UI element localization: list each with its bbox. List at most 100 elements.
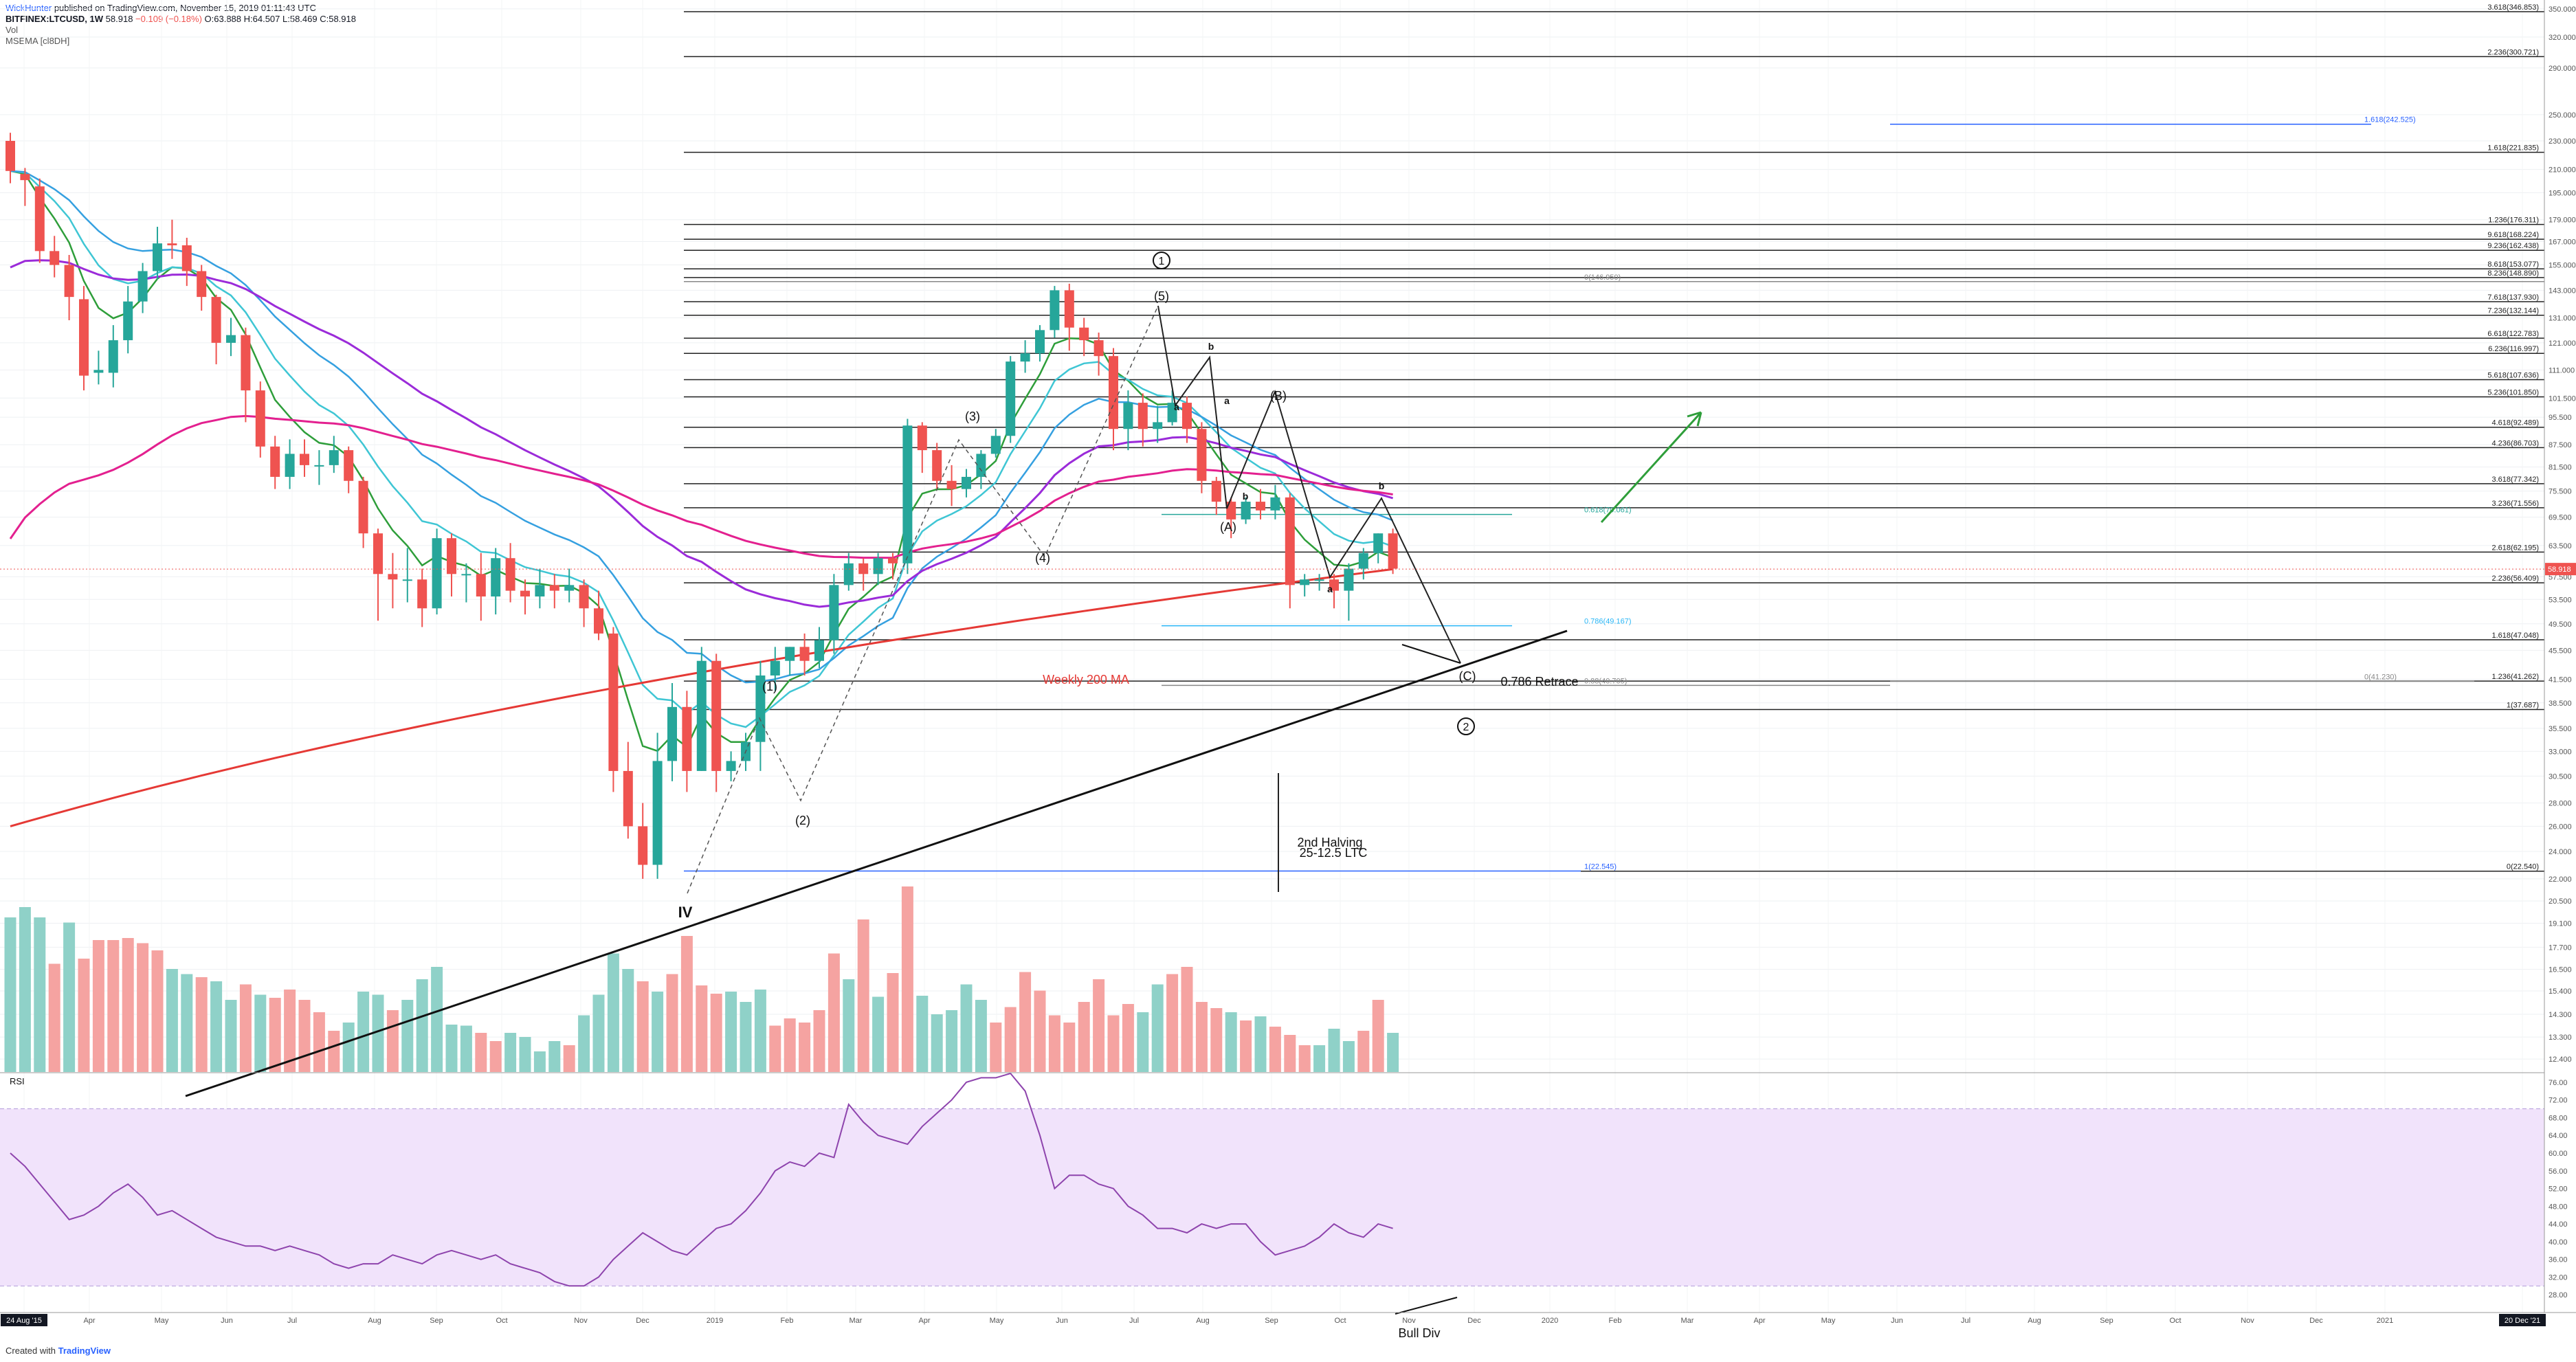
x-label-35: 20 Dec '21 [2505, 1317, 2540, 1325]
volume-bar-35 [519, 1037, 531, 1072]
volume-bar-70 [1034, 990, 1046, 1072]
fib-label-12: 6.618(122.783) [2487, 330, 2539, 338]
volume-bar-25 [372, 994, 384, 1072]
x-label-21: Dec [1467, 1317, 1481, 1325]
candle-body-71 [1050, 290, 1060, 331]
candle-body-59 [873, 558, 883, 574]
candle-body-15 [226, 335, 236, 343]
candle-body-76 [1123, 403, 1133, 429]
volume-bar-69 [1019, 972, 1032, 1072]
annotation-9: b [1243, 491, 1249, 502]
volume-bar-44 [652, 992, 664, 1072]
candle-body-1 [20, 174, 30, 181]
created-with: Created with [5, 1346, 56, 1356]
volume-bar-38 [563, 1045, 575, 1072]
fib-label-26: 0.88(40.705) [1584, 677, 1627, 685]
volume-bar-65 [960, 984, 973, 1072]
volume-bar-57 [843, 979, 855, 1072]
x-label-28: Jul [1961, 1317, 1970, 1325]
volume-bar-21 [313, 1012, 325, 1072]
wave-dashed-path [687, 305, 1159, 894]
y-tick-0: 350.000 [2549, 5, 2576, 14]
candle-body-70 [1035, 330, 1045, 354]
annotation-1: (1) [762, 680, 777, 693]
candle-body-41 [608, 633, 619, 771]
candle-body-91 [1344, 568, 1354, 591]
candle-body-10 [153, 243, 162, 271]
volume-bar-23 [342, 1023, 355, 1072]
x-label-24: Mar [1681, 1317, 1694, 1325]
candle-body-53 [785, 647, 795, 661]
author-link[interactable]: WickHunter [5, 3, 52, 13]
candle-body-62 [917, 425, 927, 451]
x-label-16: Jul [1129, 1317, 1139, 1325]
volume-bar-54 [799, 1023, 811, 1072]
x-label-box-0 [1, 1314, 47, 1326]
volume-bar-92 [1357, 1031, 1370, 1072]
y-tick-27: 35.500 [2549, 725, 2572, 733]
annotation-8: a [1224, 395, 1230, 406]
candle-body-3 [49, 251, 60, 265]
y-tick-22: 53.500 [2549, 596, 2572, 604]
fib-label-5: 9.618(168.224) [2487, 231, 2539, 239]
y-tick-37: 16.500 [2549, 965, 2572, 974]
rsi-tick-5: 56.00 [2549, 1168, 2568, 1176]
candle-body-33 [491, 558, 501, 597]
ma-legend: MSEMA [cl8DH] [5, 36, 70, 46]
annotation-4: (4) [1035, 551, 1050, 565]
volume-bar-48 [710, 994, 722, 1072]
volume-bar-4 [63, 922, 76, 1072]
rsi-tick-11: 32.00 [2549, 1273, 2568, 1282]
volume-bar-59 [872, 996, 885, 1072]
volume-bar-73 [1078, 1002, 1090, 1072]
x-label-box-35 [2499, 1314, 2546, 1326]
fib-label-2: 1.618(242.525) [2364, 116, 2416, 124]
publish-info: published on TradingView.com, November 1… [54, 3, 316, 13]
candle-body-28 [417, 579, 428, 609]
candle-body-12 [181, 245, 192, 271]
axes: 350.000 320.000 290.000 250.000 230.000 210.0… [0, 0, 2576, 1326]
fib-label-15: 5.236(101.850) [2487, 388, 2539, 397]
candle-body-77 [1137, 403, 1148, 429]
fib-label-14: 5.618(107.636) [2487, 372, 2539, 380]
candle-body-23 [344, 450, 354, 481]
candle-body-8 [123, 301, 133, 341]
volume-bar-81 [1195, 1002, 1208, 1072]
y-tick-39: 14.300 [2549, 1011, 2572, 1019]
x-label-15: Jun [1056, 1317, 1068, 1325]
fib-label-18: 3.618(77.342) [2492, 476, 2540, 484]
x-label-2: May [155, 1317, 169, 1325]
y-tick-12: 121.000 [2549, 339, 2576, 348]
volume-bar-91 [1342, 1041, 1355, 1072]
candle-body-27 [402, 579, 412, 581]
candle-body-74 [1093, 340, 1104, 357]
volume-bar-0 [4, 917, 16, 1072]
tradingview-logo[interactable]: TradingView [58, 1346, 111, 1356]
last-price-label: 58.918 [2548, 566, 2571, 574]
y-tick-3: 250.000 [2549, 111, 2576, 120]
volume-bar-15 [225, 1000, 237, 1072]
y-tick-19: 69.500 [2549, 514, 2572, 522]
ma-cyan-line [10, 170, 1394, 728]
candle-body-0 [5, 140, 15, 171]
x-label-14: May [990, 1317, 1004, 1325]
volume-bar-8 [122, 938, 134, 1072]
candle-body-18 [270, 446, 280, 477]
volume-bar-31 [460, 1025, 472, 1072]
candle-body-63 [932, 450, 942, 481]
fib-label-1: 2.236(300.721) [2487, 48, 2539, 56]
candle-body-20 [300, 454, 309, 465]
annotation-20: RSI [10, 1076, 25, 1086]
volume-bar-24 [357, 992, 370, 1072]
candle-body-48 [711, 660, 722, 771]
y-tick-35: 19.100 [2549, 920, 2572, 928]
fib-label-4: 1.236(176.311) [2488, 216, 2539, 225]
fib-label-0: 3.618(346.853) [2487, 3, 2539, 12]
candle-body-34 [505, 558, 515, 591]
candle-body-61 [902, 425, 913, 563]
volume-bar-56 [828, 953, 840, 1072]
candle-body-31 [461, 574, 471, 576]
volume-bar-46 [680, 936, 693, 1072]
candle-body-13 [197, 271, 207, 298]
